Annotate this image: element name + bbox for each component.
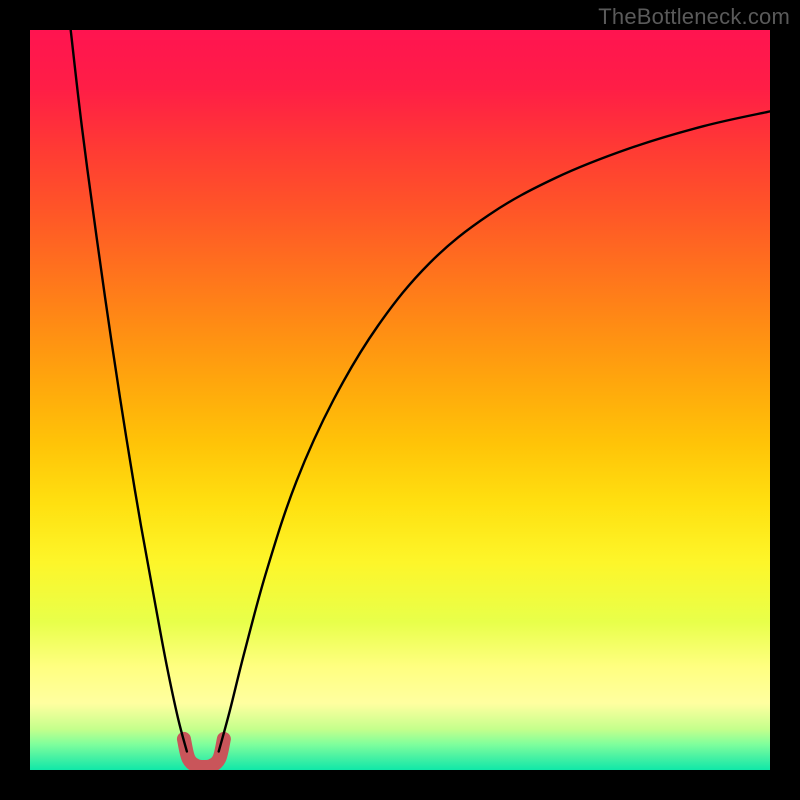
bottleneck-curve-chart <box>30 30 770 770</box>
gradient-background <box>30 30 770 770</box>
plot-area <box>30 30 770 770</box>
chart-container: TheBottleneck.com <box>0 0 800 800</box>
watermark-text: TheBottleneck.com <box>598 4 790 30</box>
